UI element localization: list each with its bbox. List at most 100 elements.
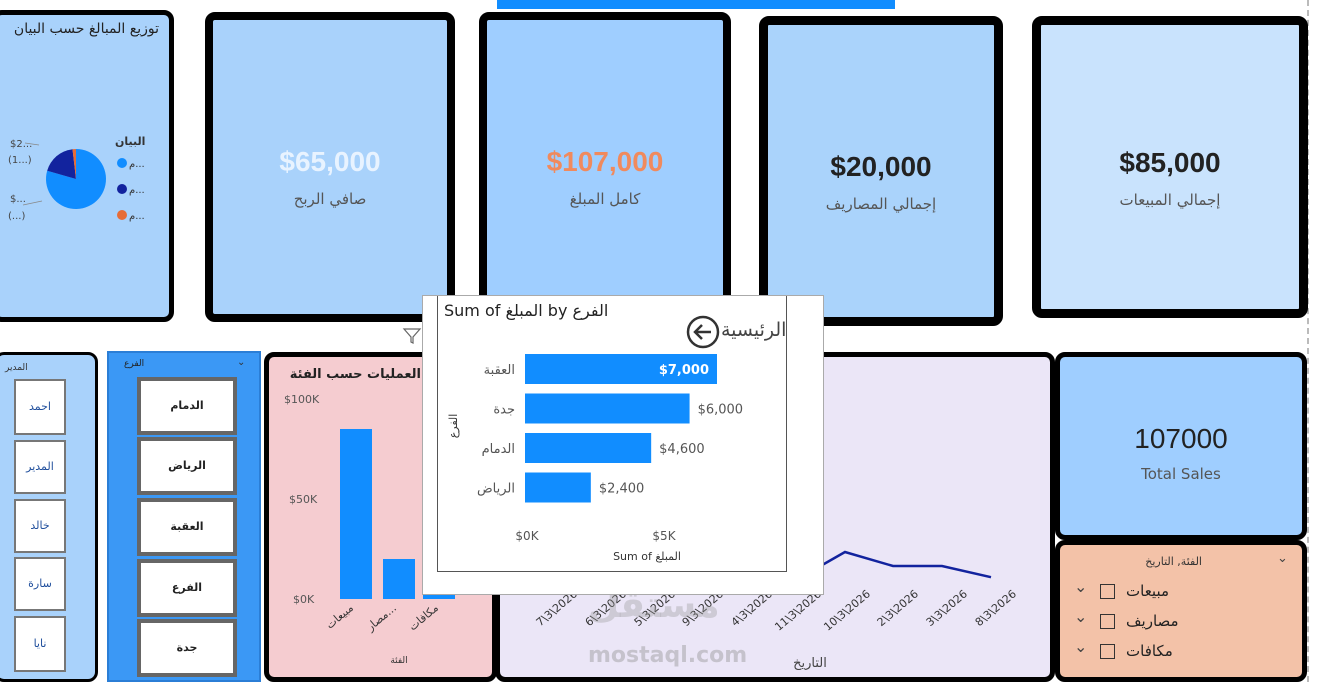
kpi-sales-value: $85,000	[1119, 147, 1221, 178]
sales-checkbox[interactable]	[1100, 584, 1115, 599]
category-bar	[383, 559, 415, 599]
tooltip-xtick-5k: $5K	[652, 529, 676, 543]
pie-chart-title: توزيع المبالغ حسب البيان	[13, 21, 159, 37]
branch-option-aqaba[interactable]: العقبة	[137, 498, 237, 556]
top-banner	[497, 0, 895, 9]
kpi-expenses-card: $20,000 إجمالي المصاريف	[759, 16, 1003, 326]
pie-label-top: $2...	[10, 139, 32, 150]
kpi-net-profit-card: $65,000 صافي الربح	[205, 12, 455, 322]
tooltip-bar-category-label: العقبة	[484, 363, 515, 378]
tooltip-bar-category-label: جدة	[493, 403, 515, 418]
tooltip-bar-value-label: $2,400	[599, 482, 645, 497]
branch-option-dammam[interactable]: الدمام	[137, 377, 237, 435]
category-ytick-50k: $50K	[289, 493, 318, 506]
slicer-row-bonuses[interactable]: ⌄ مكافات	[1074, 637, 1274, 663]
tooltip-bar-category-label: الدمام	[482, 442, 515, 457]
slicer-row-expenses[interactable]: ⌄ مصاريف	[1074, 607, 1274, 633]
kpi-total-amount-label: كامل المبلغ	[569, 190, 641, 208]
tooltip-inner-frame	[437, 296, 787, 572]
tooltip-bar	[525, 354, 717, 384]
category-date-slicer-title: الفئة, التاريخ	[1145, 555, 1202, 568]
pie-slice	[47, 149, 76, 179]
total-sales-value: 107000	[1134, 423, 1228, 454]
line-chart-date-tick: 10\3\2026	[821, 587, 873, 633]
category-xtick-bonuses: مكافات	[406, 601, 441, 633]
pie-legend-dot-1	[117, 158, 127, 168]
watermark-text: mostaql.com	[588, 643, 748, 668]
manager-option-almudir[interactable]: المدير	[14, 440, 66, 494]
kpi-sales-label: إجمالي المبيعات	[1119, 191, 1221, 209]
page-edge-line	[1307, 0, 1309, 682]
tooltip-bar-value-label: $4,600	[659, 442, 705, 457]
tooltip-chart-ylabel: الفرع	[447, 414, 460, 439]
home-button-label: الرئيسية	[721, 319, 787, 341]
line-chart-date-tick: 3\3\2026	[924, 587, 970, 629]
line-chart-svg: 7\3\2026 6\3\2026 5\3\2026 9\3\2026 4\3\2026…	[534, 550, 1019, 671]
tooltip-bar	[525, 472, 591, 503]
home-button[interactable]: الرئيسية	[685, 314, 805, 350]
sales-option-label: مبيعات	[1126, 582, 1170, 600]
slicer-row-sales[interactable]: ⌄ مبيعات	[1074, 577, 1274, 603]
pie-legend-label-1: م...	[129, 159, 145, 170]
category-bar	[423, 595, 455, 599]
manager-slicer[interactable]: المدير احمد المدير خالد سارة نايا	[0, 352, 98, 682]
category-chart-svg: $100K $50K $0K مبيعات مصار... مكافات الف…	[284, 393, 455, 666]
expand-chevron-icon[interactable]: ⌄	[1074, 577, 1088, 596]
expenses-checkbox[interactable]	[1100, 614, 1115, 629]
branch-option-riyadh[interactable]: الرياض	[137, 437, 237, 495]
pie-legend-dot-2	[117, 184, 127, 194]
tooltip-bar	[525, 393, 690, 424]
line-chart-xlabel: التاريخ	[793, 656, 827, 671]
kpi-total-amount-card: $107,000 كامل المبلغ	[479, 12, 731, 322]
expand-chevron-icon[interactable]: ⌄	[1074, 607, 1088, 626]
category-ytick-100k: $100K	[284, 393, 320, 406]
manager-slicer-title: المدير	[5, 363, 28, 373]
pie-label-bottom: $...	[10, 194, 26, 205]
tooltip-chart-popup: Sum of المبلغ by الفرع العقبة $7,000 جدة $6…	[422, 295, 824, 595]
bonuses-option-label: مكافات	[1126, 642, 1173, 660]
line-chart-date-tick: 2\3\2026	[875, 587, 921, 629]
category-date-slicer-chevron-icon[interactable]: ⌄	[1277, 551, 1288, 566]
bonuses-checkbox[interactable]	[1100, 644, 1115, 659]
tooltip-bar-value-label: $6,000	[698, 403, 744, 418]
category-xlabel: الفئة	[390, 656, 407, 666]
kpi-expenses-label: إجمالي المصاريف	[825, 195, 937, 213]
branch-option-branch[interactable]: الفرع	[137, 559, 237, 617]
kpi-net-profit-value: $65,000	[279, 146, 381, 177]
expenses-option-label: مصاريف	[1126, 612, 1179, 630]
total-sales-label: Total Sales	[1141, 465, 1221, 483]
manager-option-sara[interactable]: سارة	[14, 557, 66, 611]
manager-option-naya[interactable]: نايا	[14, 616, 66, 672]
manager-option-ahmad[interactable]: احمد	[14, 379, 66, 435]
category-xtick-expenses: مصار...	[363, 601, 399, 634]
pie-chart-card[interactable]: توزيع المبالغ حسب البيان $2... (1...) $.…	[0, 10, 174, 322]
pie-label-top-sub: (1...)	[8, 155, 32, 166]
pie-legend-dot-3	[117, 210, 127, 220]
total-sales-card: 107000 Total Sales	[1055, 352, 1307, 540]
tooltip-chart-xlabel: Sum of المبلغ	[613, 550, 681, 563]
kpi-net-profit-label: صافي الربح	[293, 190, 367, 208]
tooltip-bar-value-label: $7,000	[659, 363, 709, 378]
tooltip-bar	[525, 433, 652, 463]
kpi-expenses-value: $20,000	[830, 151, 932, 182]
tooltip-chart-title: Sum of المبلغ by الفرع	[444, 301, 609, 320]
pie-chart-svg: $2... (1...) $... (...) البيان م... م...…	[8, 135, 145, 222]
branch-option-jeddah[interactable]: جدة	[137, 619, 237, 677]
category-date-slicer[interactable]: الفئة, التاريخ ⌄ ⌄ مبيعات ⌄ مصاريف ⌄ مكا…	[1055, 540, 1307, 682]
back-arrow-icon	[686, 315, 720, 349]
kpi-total-amount-value: $107,000	[546, 146, 664, 177]
manager-option-khalid[interactable]: خالد	[14, 499, 66, 553]
expand-chevron-icon[interactable]: ⌄	[1074, 637, 1088, 656]
pie-legend-title: البيان	[115, 135, 145, 148]
category-ytick-0k: $0K	[293, 593, 315, 606]
line-chart-date-tick: 8\3\2026	[973, 587, 1019, 629]
branch-slicer[interactable]: الفرع ⌄ الدمام الرياض العقبة الفرع جدة	[107, 351, 261, 682]
branch-slicer-chevron-icon[interactable]: ⌄	[237, 357, 246, 368]
kpi-sales-card: $85,000 إجمالي المبيعات	[1032, 16, 1308, 318]
tooltip-xtick-0k: $0K	[515, 529, 539, 543]
filter-icon[interactable]	[402, 326, 422, 346]
pie-slice	[72, 149, 76, 179]
pie-legend-label-2: م...	[129, 185, 145, 196]
category-chart-title: تحليل العمليات حسب الفئة	[289, 367, 462, 382]
tooltip-chart-svg: العقبة $7,000 جدة $6,000 الدمام $4,600 الرياض $…	[447, 354, 744, 563]
